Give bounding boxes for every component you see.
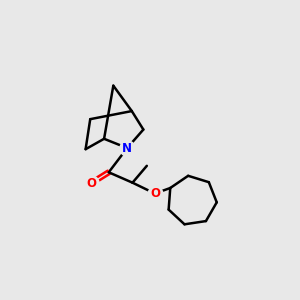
Text: O: O bbox=[86, 177, 96, 190]
Text: O: O bbox=[150, 187, 160, 200]
Text: N: N bbox=[122, 142, 132, 154]
